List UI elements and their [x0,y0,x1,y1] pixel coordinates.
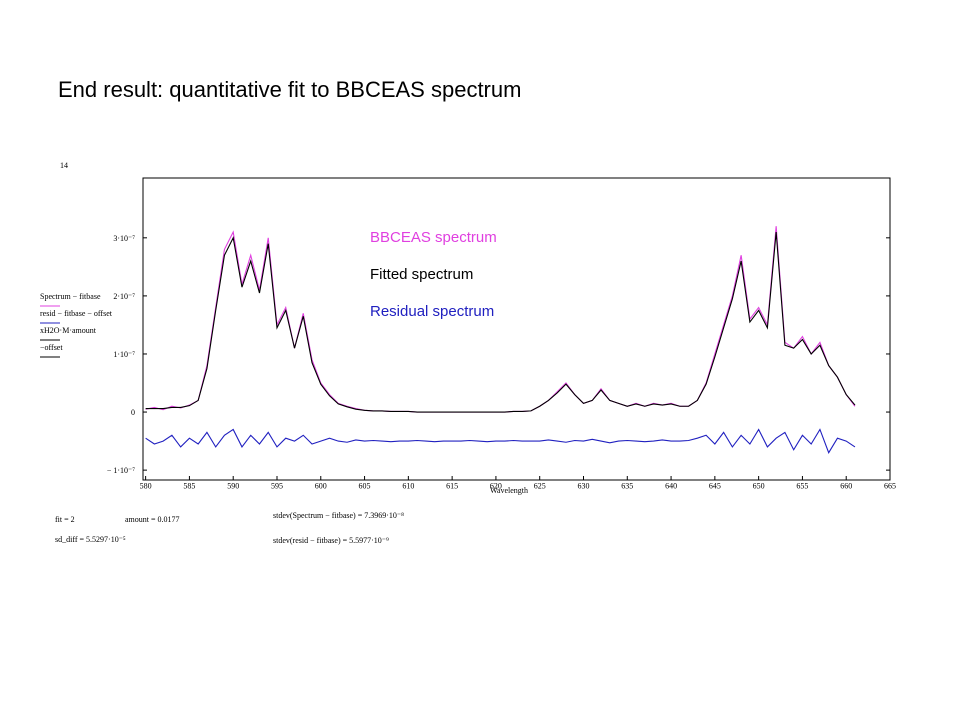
x-axis-label: Wavelength [490,486,528,495]
x-tick-label: 650 [753,482,765,491]
legend-label: Residual spectrum [370,303,494,320]
x-tick-label: 640 [665,482,677,491]
x-tick-label: 580 [140,482,152,491]
x-tick-label: 630 [577,482,589,491]
series-line [145,231,856,413]
trace-label: −offset [40,343,63,352]
x-tick-label: 600 [315,482,327,491]
series-line [145,428,856,454]
trace-label: xH2O·M·amount [40,326,97,335]
result: stdev(resid − fitbase) = 5.5977·10⁻⁹ [273,536,389,545]
result: sd_diff = 5.5297·10⁻⁵ [55,535,126,544]
x-tick-label: 655 [796,482,808,491]
y-tick-label: − 1·10⁻⁷ [107,466,135,475]
result: amount = 0.0177 [125,515,180,524]
x-tick-label: 585 [183,482,195,491]
x-tick-label: 635 [621,482,633,491]
x-tick-label: 615 [446,482,458,491]
x-tick-label: 590 [227,482,239,491]
legend-label: BBCEAS spectrum [370,229,497,246]
x-tick-label: 665 [884,482,896,491]
corner-label: 14 [60,161,68,170]
x-tick-label: 660 [840,482,852,491]
y-tick-label: 3·10⁻⁷ [113,234,135,243]
y-tick-label: 1·10⁻⁷ [113,350,135,359]
x-tick-label: 610 [402,482,414,491]
slide-title: End result: quantitative fit to BBCEAS s… [58,77,521,102]
result: stdev(Spectrum − fitbase) = 7.3969·10⁻⁸ [273,511,404,520]
plot-frame [142,177,891,481]
x-tick-label: 625 [534,482,546,491]
y-tick-label: 2·10⁻⁷ [113,292,135,301]
x-tick-label: 620 [490,482,502,491]
result: fit = 2 [55,515,75,524]
trace-label: resid − fitbase − offset [40,309,113,318]
x-tick-label: 645 [709,482,721,491]
trace-label: Spectrum − fitbase [40,292,101,301]
legend-label: Fitted spectrum [370,266,473,283]
y-tick-label: 0 [131,408,135,417]
x-tick-label: 595 [271,482,283,491]
x-tick-label: 605 [359,482,371,491]
